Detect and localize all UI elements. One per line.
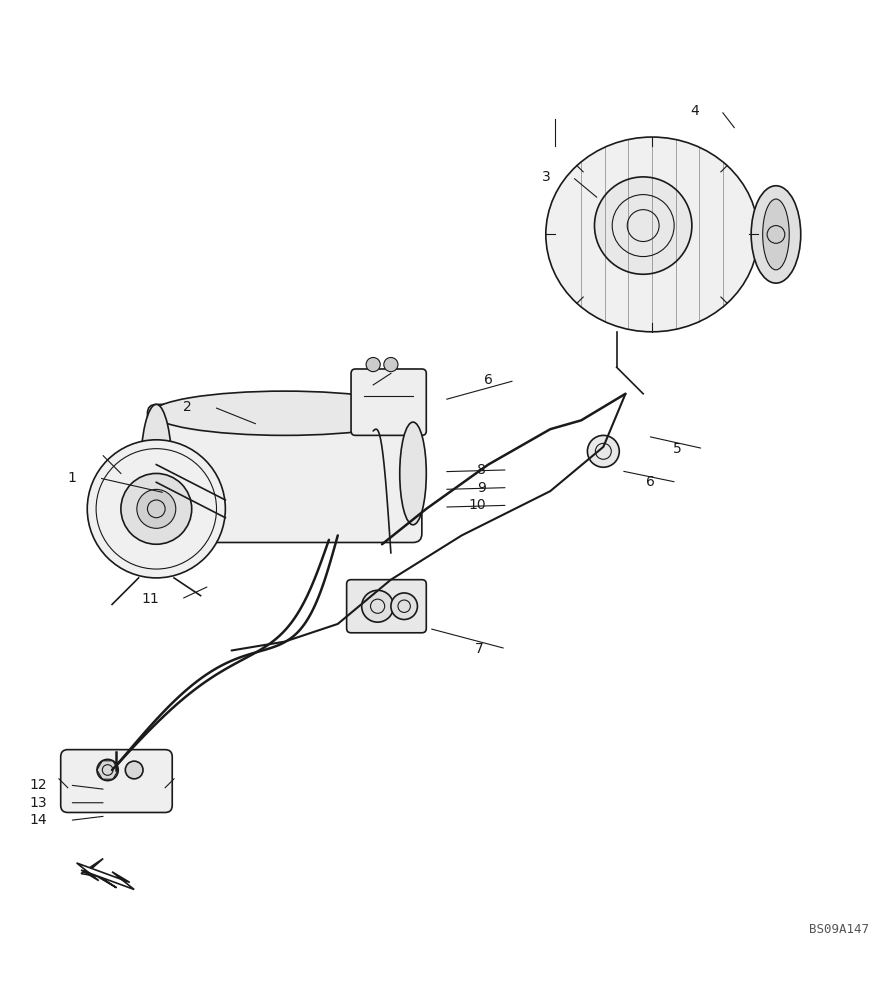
Circle shape bbox=[587, 435, 619, 467]
Circle shape bbox=[594, 177, 692, 274]
Text: 9: 9 bbox=[477, 481, 486, 495]
Circle shape bbox=[361, 590, 393, 622]
Circle shape bbox=[384, 357, 398, 372]
Text: BS09A147: BS09A147 bbox=[809, 923, 868, 936]
FancyBboxPatch shape bbox=[346, 580, 426, 633]
FancyBboxPatch shape bbox=[60, 750, 172, 812]
Text: 12: 12 bbox=[30, 778, 47, 792]
Ellipse shape bbox=[140, 404, 172, 542]
Text: 13: 13 bbox=[30, 796, 47, 810]
Text: 5: 5 bbox=[672, 442, 681, 456]
Circle shape bbox=[87, 440, 226, 578]
Ellipse shape bbox=[152, 391, 417, 435]
Text: 6: 6 bbox=[646, 475, 654, 489]
FancyBboxPatch shape bbox=[147, 404, 422, 542]
Text: 2: 2 bbox=[183, 400, 192, 414]
Text: 4: 4 bbox=[690, 104, 699, 118]
Text: 11: 11 bbox=[141, 592, 159, 606]
Text: 3: 3 bbox=[542, 170, 551, 184]
Ellipse shape bbox=[546, 137, 758, 332]
Circle shape bbox=[366, 357, 380, 372]
Polygon shape bbox=[76, 863, 134, 889]
Ellipse shape bbox=[763, 199, 789, 270]
Circle shape bbox=[121, 473, 192, 544]
Circle shape bbox=[125, 761, 143, 779]
Circle shape bbox=[97, 759, 118, 781]
Circle shape bbox=[391, 593, 417, 620]
Text: 14: 14 bbox=[30, 813, 47, 827]
Circle shape bbox=[137, 489, 176, 528]
FancyBboxPatch shape bbox=[351, 369, 426, 435]
Ellipse shape bbox=[751, 186, 801, 283]
Text: 10: 10 bbox=[468, 498, 486, 512]
Text: 7: 7 bbox=[475, 642, 484, 656]
Text: 8: 8 bbox=[477, 463, 486, 477]
Text: 6: 6 bbox=[484, 373, 493, 387]
Ellipse shape bbox=[400, 422, 426, 525]
Polygon shape bbox=[81, 859, 116, 888]
Text: 1: 1 bbox=[67, 471, 76, 485]
